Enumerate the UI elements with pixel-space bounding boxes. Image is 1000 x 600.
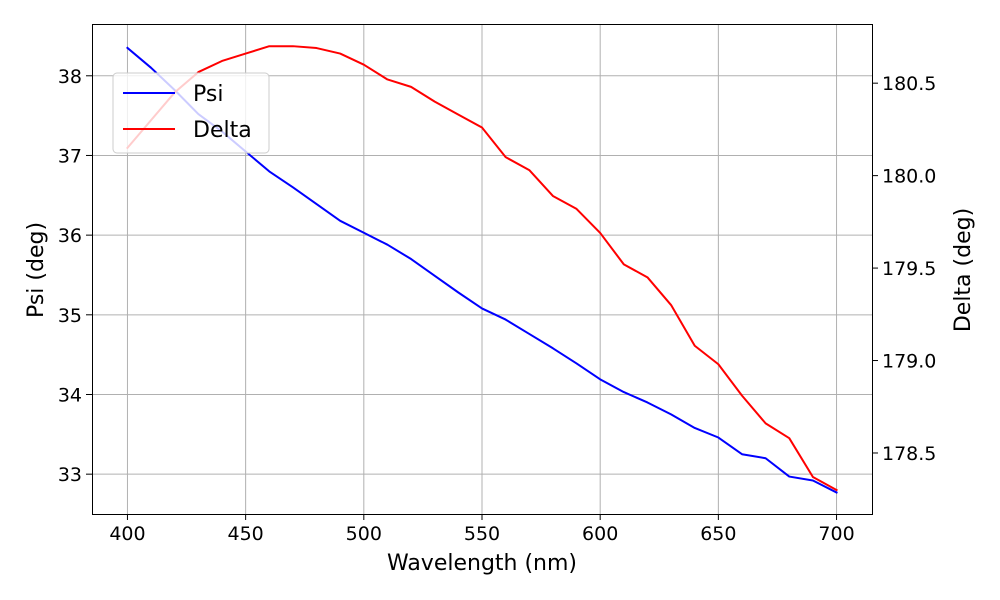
series-line-delta [126,45,838,492]
y-left-tick-label: 34 [58,384,82,406]
x-tick-label: 600 [582,523,618,545]
x-tick-label: 400 [109,523,145,545]
y-left-tick-label: 36 [58,225,82,247]
x-tick-label: 650 [700,523,736,545]
x-axis: 400 450 500 550 600 650 700 [109,514,855,545]
y-axis-right-label: Delta (deg) [951,208,976,332]
y-right-tick-label: 178.5 [882,443,936,465]
y-left-tick-label: 37 [58,145,82,167]
y-axis-left-label: Psi (deg) [24,222,49,318]
y-right-tick-label: 179.0 [882,351,936,373]
x-axis-label: Wavelength (nm) [387,551,577,576]
x-tick-label: 450 [228,523,264,545]
y-right-tick-label: 179.5 [882,258,936,280]
x-tick-label: 700 [818,523,854,545]
grid [92,24,872,514]
y-axis-left: 33 34 35 36 37 38 [58,66,92,486]
y-right-tick-label: 180.5 [882,73,936,95]
x-tick-label: 550 [464,523,500,545]
legend: Psi Delta [112,72,270,154]
y-right-tick-label: 180.0 [882,166,936,188]
y-left-tick-label: 35 [58,305,82,327]
y-left-tick-label: 33 [58,464,82,486]
x-tick-label: 500 [346,523,382,545]
legend-psi-label: Psi [193,82,223,107]
y-axis-right: 178.5 179.0 179.5 180.0 180.5 [872,73,936,465]
legend-delta-label: Delta [193,118,252,143]
y-left-tick-label: 38 [58,66,82,88]
